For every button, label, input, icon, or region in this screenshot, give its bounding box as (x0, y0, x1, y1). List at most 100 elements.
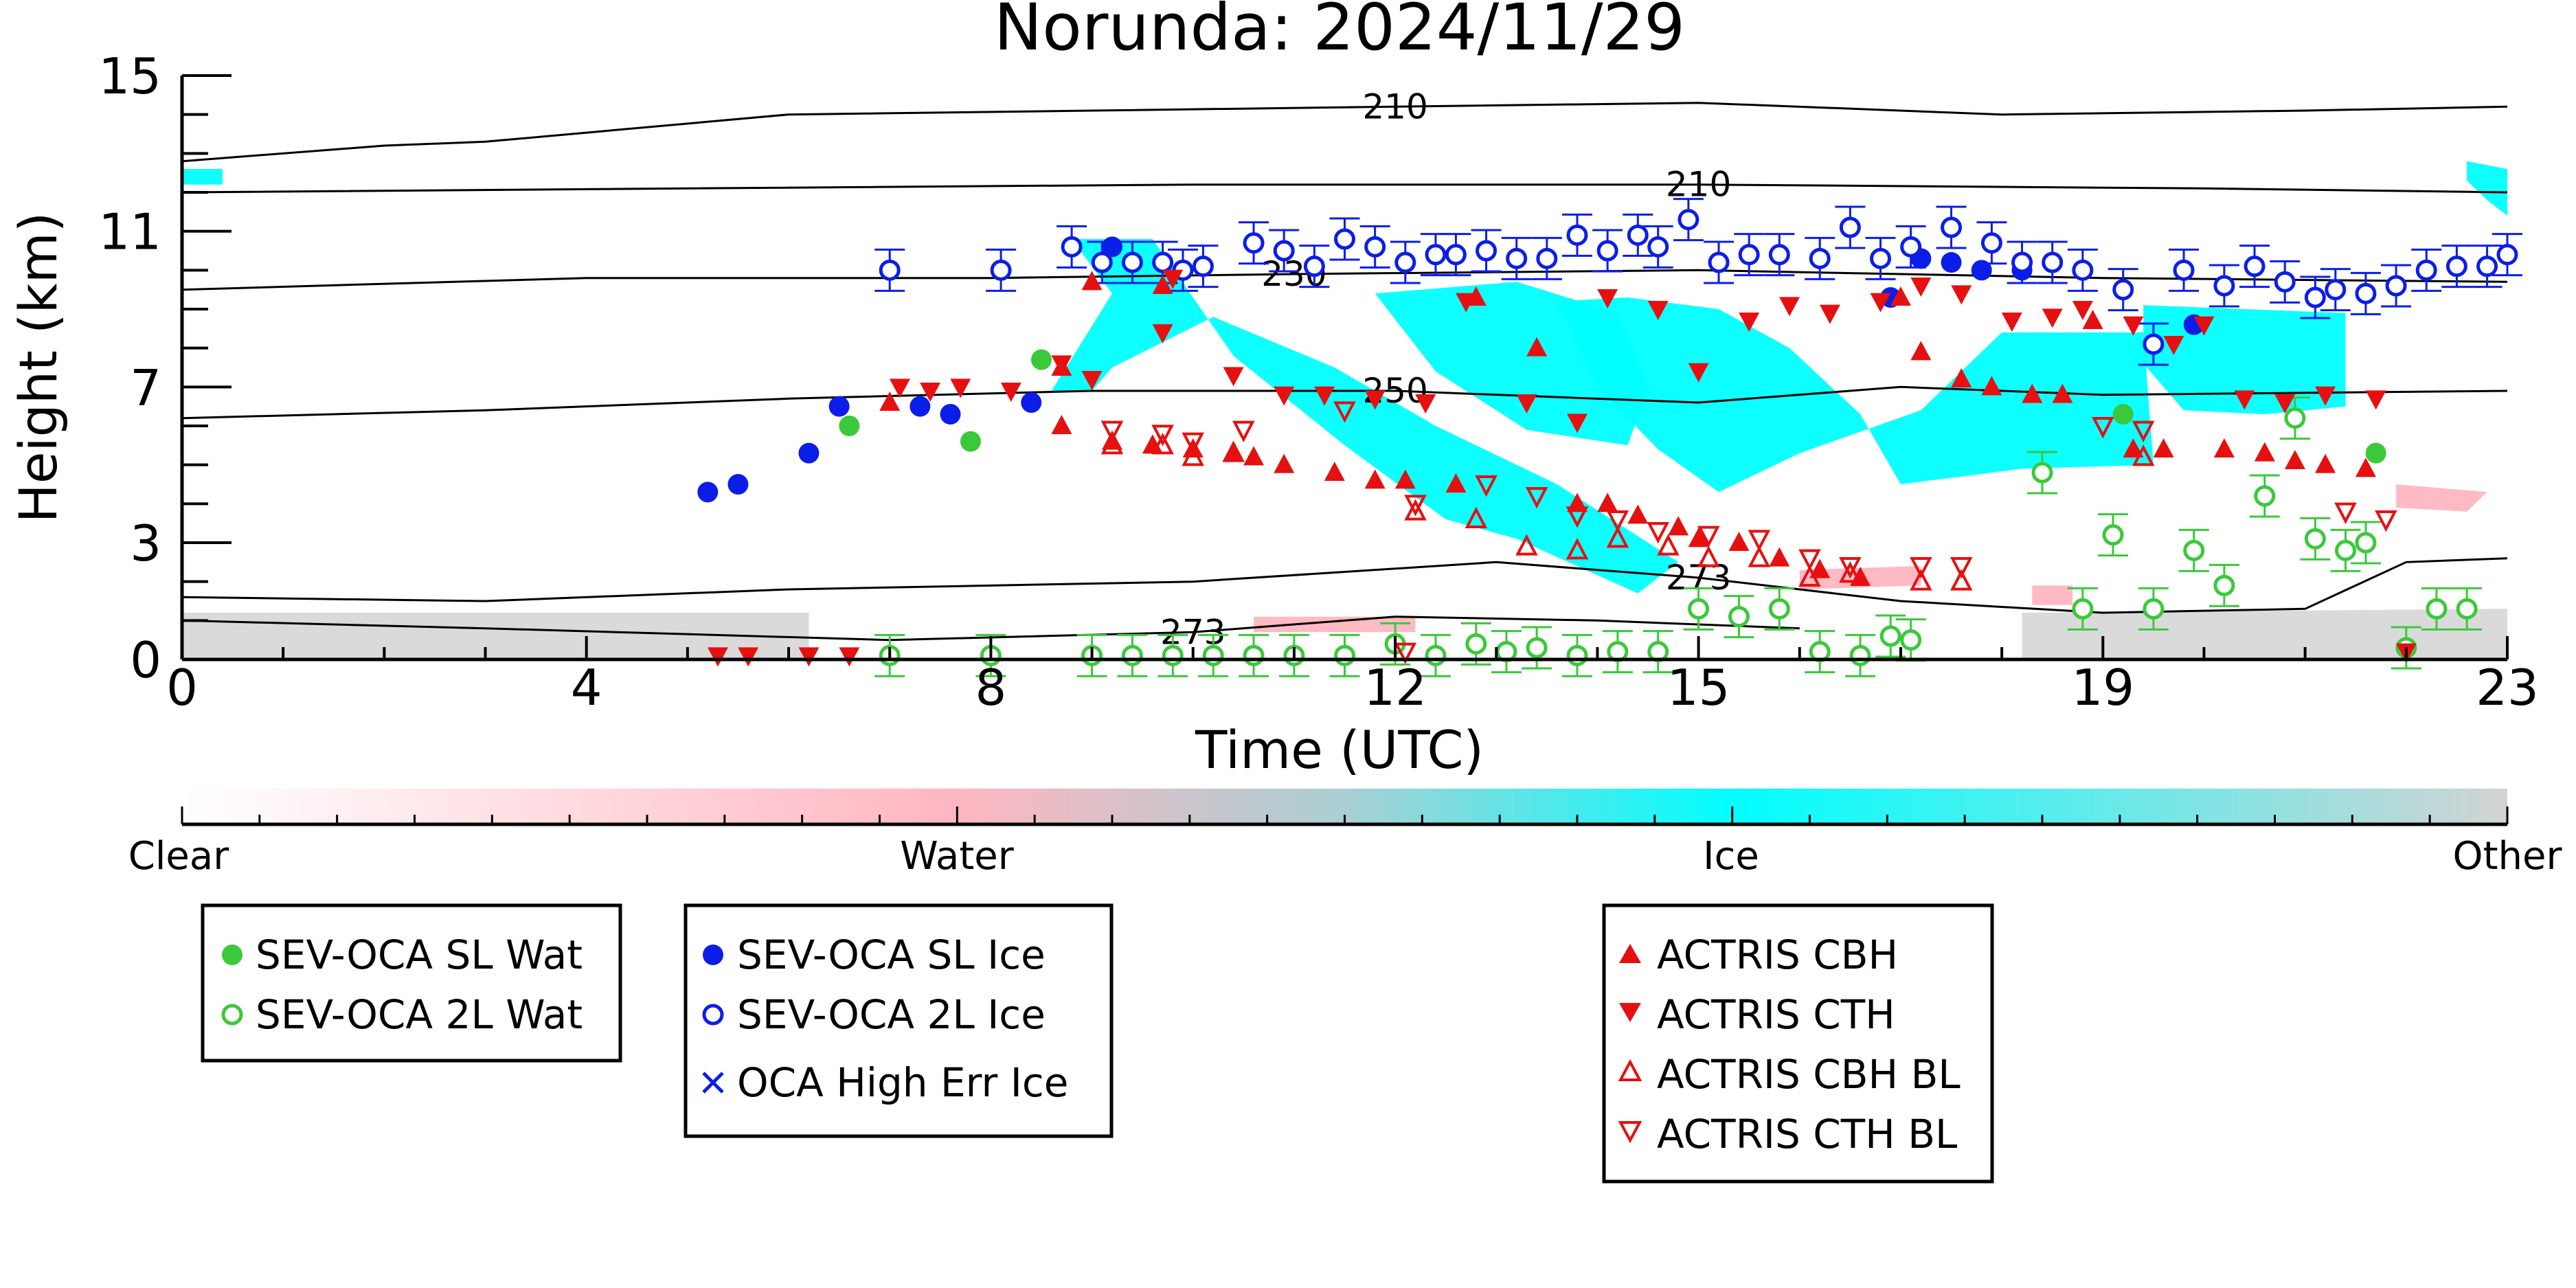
point-14 (1839, 557, 1862, 579)
point-18 (1728, 606, 1750, 628)
point-0 (839, 416, 860, 436)
point-17 (2092, 417, 2114, 439)
point-37 (2284, 450, 2305, 469)
x-axis-label: Time (UTC) (1195, 719, 1484, 780)
legend-marker-high-err-ice (702, 1072, 724, 1094)
point-3 (1232, 420, 1255, 443)
cloud-region-water-6 (1254, 616, 1416, 633)
classification-colorbar: Clear Water Ice Other (128, 789, 2562, 879)
legend-label-sl-wat: SEV-OCA SL Wat (256, 931, 583, 978)
point-35 (2213, 438, 2235, 457)
point-12 (1364, 469, 1386, 489)
point-9 (1273, 240, 1295, 262)
colorbar-label-water: Water (900, 834, 1015, 879)
point-0 (708, 647, 729, 667)
y-tick-label-3: 3 (130, 515, 161, 572)
point-32 (1980, 232, 2002, 254)
point-33 (2011, 251, 2033, 273)
colorbar-label-other: Other (2452, 834, 2562, 879)
point-19 (1566, 224, 1588, 246)
point-25 (1738, 244, 1760, 266)
point-11 (1162, 269, 1184, 289)
point-28 (2183, 539, 2205, 561)
point-26 (1768, 244, 1790, 266)
contour-line-5 (181, 615, 1800, 642)
point-20 (2375, 510, 2397, 532)
y-tick-label-0: 0 (130, 631, 161, 689)
point-14 (1314, 386, 1335, 406)
colorbar-ticks (181, 806, 2509, 824)
cloud-region-ice-5 (2467, 161, 2507, 216)
point-4 (1404, 499, 1427, 521)
point-8 (1334, 644, 1355, 666)
point-23 (1900, 629, 1922, 651)
point-6 (1142, 434, 1163, 454)
point-3 (1152, 275, 1173, 294)
point-5 (940, 404, 961, 425)
cloud-region-ice-4 (182, 169, 223, 185)
legend-label-cbh-bl: ACTRIS CBH BL (1657, 1051, 1961, 1098)
series-actris-cth (708, 269, 2417, 667)
point-26 (1870, 293, 1891, 313)
point-31 (2052, 383, 2073, 403)
point-19 (1567, 414, 1588, 433)
point-34 (2355, 532, 2377, 554)
point-22 (1647, 236, 1669, 258)
point-6 (950, 379, 971, 398)
point-4 (1121, 251, 1143, 273)
point-4 (1333, 401, 1356, 423)
axis-ticks: 0 4 8 12 15 19 23 0 3 7 11 15 (98, 47, 2538, 716)
point-6 (1475, 475, 1498, 497)
point-2 (1081, 271, 1103, 291)
point-32 (2082, 310, 2103, 329)
point-9 (1081, 371, 1103, 390)
point-6 (1515, 534, 1538, 556)
point-21 (1849, 644, 1871, 666)
point-12 (1364, 236, 1386, 258)
cloud-region-ice-0 (1051, 239, 1679, 594)
x-tick-label-0: 0 (166, 659, 198, 716)
point-13 (1839, 561, 1862, 583)
point-4 (1051, 415, 1072, 434)
legend-label-sl-ice: SEV-OCA SL Ice (737, 931, 1046, 978)
point-21 (1647, 301, 1669, 320)
point-22 (1728, 532, 1750, 551)
contour-line-2 (181, 269, 2508, 291)
point-5 (1404, 495, 1427, 517)
point-10 (1425, 644, 1447, 666)
point-4 (889, 379, 910, 398)
point-18 (1536, 247, 1558, 269)
point-8 (1606, 526, 1629, 548)
point-22 (1879, 625, 1901, 647)
point-13 (1394, 251, 1416, 273)
series-actris-cbh-bl (1100, 432, 2155, 591)
point-23 (1677, 209, 1699, 231)
point-28 (1951, 285, 1972, 305)
point-6 (1021, 392, 1042, 413)
point-18 (1516, 394, 1537, 414)
contour-label-0: 210 (1362, 87, 1427, 126)
point-11 (1697, 526, 1720, 548)
point-48 (2476, 256, 2498, 278)
point-1 (738, 647, 759, 667)
point-36 (2254, 442, 2275, 462)
point-15 (1364, 390, 1386, 410)
point-0 (697, 482, 719, 503)
point-27 (1910, 278, 1932, 297)
point-0 (879, 392, 901, 411)
point-36 (2274, 394, 2296, 414)
point-41 (2274, 271, 2296, 293)
point-24 (1779, 297, 1800, 317)
point-3 (2112, 404, 2134, 425)
point-37 (2315, 386, 2336, 406)
point-9 (1657, 534, 1680, 556)
point-38 (2365, 390, 2386, 410)
point-17 (1688, 598, 1710, 620)
point-35 (2234, 390, 2255, 410)
x-tick-label-19: 19 (2071, 659, 2134, 716)
point-24 (1708, 251, 1730, 273)
legend-marker-2l-wat (221, 1004, 243, 1026)
point-33 (2335, 539, 2357, 561)
point-39 (2213, 275, 2235, 297)
